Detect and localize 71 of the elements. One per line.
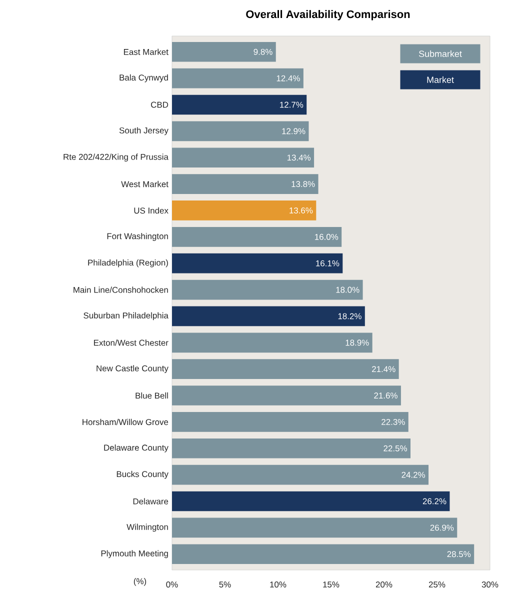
bar (172, 174, 318, 194)
y-tick-label: Suburban Philadelphia (84, 312, 168, 320)
y-tick-label: Main Line/Conshohocken (74, 286, 168, 293)
y-tick-label: West Market (121, 180, 168, 188)
x-tick-label: 30% (482, 582, 498, 588)
bar (172, 518, 458, 538)
x-tick-label: 10% (270, 582, 286, 588)
data-label: 24.2% (402, 472, 426, 478)
y-tick-label: New Castle County (96, 365, 168, 374)
data-label: 13.6% (290, 207, 313, 214)
y-tick-label: Rte 202/422/King of Prussia (64, 154, 168, 162)
x-axis-title: (%) (134, 578, 146, 586)
x-tick-label: 20% (376, 582, 392, 588)
y-tick-label: Exton/West Chester (94, 340, 168, 346)
data-label: 16.1% (316, 260, 340, 266)
data-label: 26.2% (422, 498, 446, 504)
data-label: 13.4% (287, 154, 311, 161)
y-tick-label: Philadelphia (Region) (88, 259, 168, 268)
y-tick-label: Delaware County (104, 444, 168, 452)
data-label: 13.8% (292, 181, 315, 188)
bar (172, 200, 316, 220)
x-tick-label: 0% (166, 582, 178, 588)
data-label: 12.7% (280, 102, 304, 108)
y-tick-label: East Market (124, 48, 168, 55)
data-label: 22.5% (384, 445, 407, 452)
y-tick-label: US Index (134, 207, 168, 214)
data-label: 12.4% (276, 75, 300, 82)
bar (172, 121, 309, 142)
bar (172, 280, 363, 300)
bar (172, 306, 365, 326)
data-label: 18.9% (346, 340, 369, 346)
data-label: 18.2% (338, 313, 362, 320)
bar (172, 386, 401, 406)
x-tick-label: 5% (219, 582, 231, 588)
data-label: 16.0% (315, 234, 338, 240)
y-tick-label: Bala Cynwyd (120, 74, 168, 82)
data-label: 22.3% (382, 418, 405, 425)
bar (172, 332, 372, 353)
x-tick-label: 15% (323, 582, 340, 588)
data-label: 18.0% (336, 286, 360, 293)
data-label: 21.6% (374, 392, 398, 399)
bar (172, 438, 410, 458)
text: Market (427, 76, 454, 84)
y-tick-label: Horsham/Willow Grove (82, 418, 168, 426)
y-tick-label: CBD (151, 102, 168, 108)
data-label: 9.8% (254, 48, 272, 55)
bar (172, 491, 450, 512)
data-label: 26.9% (430, 524, 454, 531)
y-tick-label: South Jersey (119, 127, 168, 136)
y-tick-label: Bucks County (116, 470, 168, 479)
data-label: 12.9% (282, 128, 306, 134)
data-label: 28.5% (447, 551, 471, 558)
text: Submarket (418, 50, 462, 58)
y-tick-label: Delaware (133, 498, 168, 504)
bar (172, 253, 343, 274)
y-tick-label: Fort Washington (107, 232, 168, 241)
bar (172, 68, 304, 88)
y-tick-label: Wilmington (126, 524, 168, 532)
x-tick-label: 25% (428, 582, 446, 588)
bar (172, 148, 314, 168)
bar (172, 464, 429, 485)
bar (172, 42, 276, 62)
chart-title: Overall Availability Comparison (246, 10, 410, 20)
data-label: 21.4% (372, 366, 396, 372)
y-tick-label: Blue Bell (136, 392, 168, 399)
bar (172, 94, 307, 115)
bar (172, 544, 474, 564)
y-tick-label: Plymouth Meeting (101, 550, 168, 558)
bar (172, 227, 342, 247)
bar (172, 359, 399, 379)
bar (172, 412, 408, 432)
